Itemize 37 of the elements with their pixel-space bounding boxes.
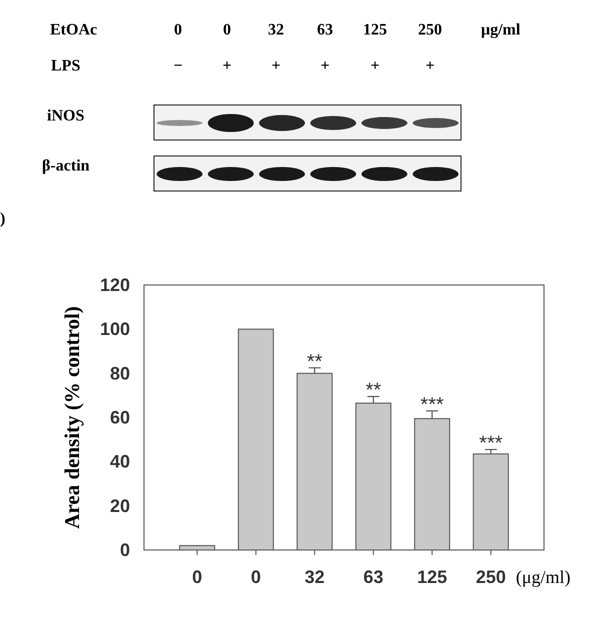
text: LPS — [51, 58, 80, 74]
text: iNOS — [47, 108, 84, 124]
y-tick-label: 120 — [100, 275, 130, 295]
text: EtOAc — [50, 22, 98, 38]
x-tick-label: 32 — [304, 567, 325, 587]
y-axis-title: Area density (% control) — [60, 306, 84, 529]
annotation: ** — [306, 350, 323, 373]
text: + — [425, 58, 435, 74]
text: − — [173, 58, 183, 74]
y-tick-label: 60 — [110, 408, 130, 428]
text: 32 — [268, 22, 284, 38]
x-tick-label: 0 — [192, 567, 202, 587]
x-axis-title: (μg/ml) — [516, 567, 570, 587]
text: 0 — [223, 22, 231, 38]
y-tick-label: 20 — [110, 496, 130, 516]
text: 125 — [363, 22, 387, 38]
x-tick-label: 0 — [250, 567, 261, 587]
y-tick-label: 100 — [100, 319, 130, 340]
text: μg/ml — [481, 22, 521, 38]
text: 0 — [174, 22, 182, 38]
annotation: *** — [479, 432, 503, 455]
y-tick-label: 80 — [110, 363, 130, 384]
x-tick-label: 250 — [476, 567, 506, 587]
text: + — [222, 58, 232, 74]
y-tick-label: 0 — [120, 540, 130, 560]
text: 63 — [317, 22, 333, 38]
text: + — [320, 58, 330, 74]
annotation: *** — [420, 394, 444, 416]
text: + — [271, 58, 281, 74]
text: ) — [0, 210, 6, 228]
text: + — [370, 58, 380, 74]
x-tick-label: 125 — [417, 567, 448, 587]
text: 250 — [418, 22, 442, 38]
y-tick-label: 40 — [110, 452, 130, 472]
text: β-actin — [42, 158, 90, 174]
x-tick-label: 63 — [363, 567, 384, 587]
annotation: ** — [366, 380, 382, 402]
